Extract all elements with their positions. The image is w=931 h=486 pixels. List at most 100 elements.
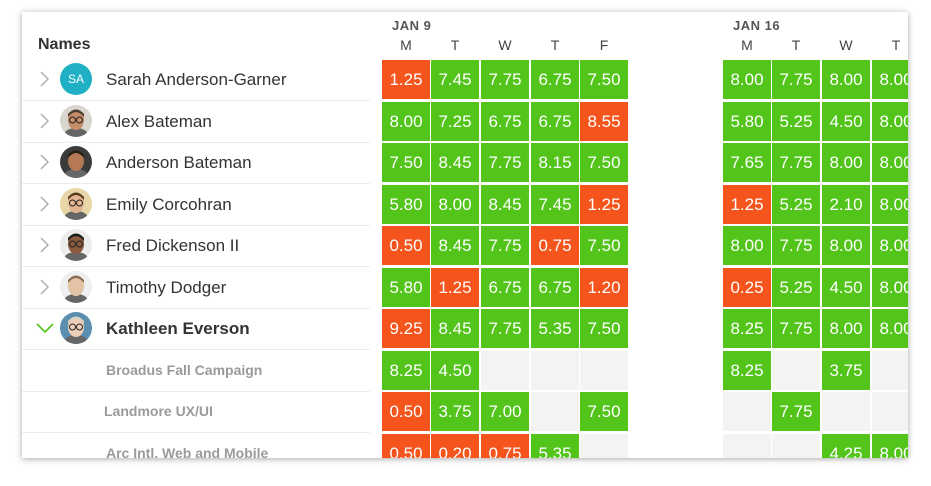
hours-cell[interactable]: 8.00 (872, 101, 908, 141)
hours-cell[interactable]: 4.25 (822, 433, 870, 458)
hours-cell[interactable]: 5.25 (772, 101, 820, 141)
hours-cell[interactable]: 1.25 (382, 60, 430, 99)
hours-cell[interactable]: 5.80 (382, 184, 430, 224)
hours-cell[interactable]: 8.00 (822, 60, 870, 99)
hours-cell[interactable]: 7.75 (772, 60, 820, 99)
hours-cell[interactable]: 8.00 (872, 143, 908, 182)
hours-cell[interactable]: 8.45 (431, 143, 479, 182)
project-name[interactable]: Arc Intl. Web and Mobile (106, 444, 269, 459)
hours-cell[interactable]: 7.75 (772, 309, 820, 348)
hours-cell[interactable]: 8.45 (481, 184, 529, 224)
avatar[interactable]: SA (60, 63, 92, 95)
empty-hours-cell[interactable] (772, 433, 820, 458)
person-name[interactable]: Kathleen Everson (106, 319, 250, 338)
hours-cell[interactable]: 3.75 (822, 350, 870, 390)
avatar[interactable] (60, 312, 92, 344)
empty-hours-cell[interactable] (822, 392, 870, 431)
person-name[interactable]: Fred Dickenson II (106, 236, 240, 255)
hours-cell[interactable]: 6.75 (481, 101, 529, 141)
chevron-right-icon[interactable] (36, 154, 52, 170)
hours-cell[interactable]: 7.50 (580, 309, 628, 348)
hours-cell[interactable]: 8.15 (531, 143, 579, 182)
empty-hours-cell[interactable] (723, 392, 771, 431)
person-row[interactable]: Kathleen Everson (22, 308, 370, 350)
hours-cell[interactable]: 8.45 (431, 226, 479, 265)
hours-cell[interactable]: 5.35 (531, 433, 579, 458)
hours-cell[interactable]: 7.25 (431, 101, 479, 141)
hours-cell[interactable]: 5.35 (531, 309, 579, 348)
hours-cell[interactable]: 5.25 (772, 267, 820, 307)
hours-cell[interactable]: 3.75 (431, 392, 479, 431)
hours-cell[interactable]: 1.25 (723, 184, 771, 224)
empty-hours-cell[interactable] (531, 350, 579, 390)
hours-cell[interactable]: 1.25 (580, 184, 628, 224)
hours-cell[interactable]: 7.75 (772, 143, 820, 182)
hours-cell[interactable]: 8.25 (382, 350, 430, 390)
person-row[interactable]: Anderson Bateman (22, 142, 370, 184)
hours-cell[interactable]: 0.75 (531, 226, 579, 265)
hours-cell[interactable]: 8.00 (822, 226, 870, 265)
hours-cell[interactable]: 7.45 (431, 60, 479, 99)
hours-cell[interactable]: 7.45 (531, 184, 579, 224)
hours-cell[interactable]: 8.00 (822, 309, 870, 348)
avatar[interactable] (60, 229, 92, 261)
project-name[interactable]: Broadus Fall Campaign (106, 361, 263, 378)
hours-cell[interactable]: 7.65 (723, 143, 771, 182)
person-name[interactable]: Alex Bateman (106, 111, 212, 131)
hours-cell[interactable]: 5.80 (723, 101, 771, 141)
hours-cell[interactable]: 7.50 (580, 226, 628, 265)
hours-cell[interactable]: 4.50 (431, 350, 479, 390)
hours-cell[interactable]: 1.25 (431, 267, 479, 307)
empty-hours-cell[interactable] (723, 433, 771, 458)
hours-cell[interactable]: 7.00 (481, 392, 529, 431)
hours-cell[interactable]: 6.75 (531, 60, 579, 99)
hours-cell[interactable]: 5.25 (772, 184, 820, 224)
empty-hours-cell[interactable] (580, 433, 628, 458)
project-row[interactable]: Arc Intl. Web and Mobile (22, 433, 370, 459)
chevron-down-icon[interactable] (36, 320, 54, 336)
chevron-right-icon[interactable] (36, 279, 52, 295)
hours-cell[interactable]: 7.75 (481, 60, 529, 99)
hours-cell[interactable]: 9.25 (382, 309, 430, 348)
hours-cell[interactable]: 0.75 (481, 433, 529, 458)
hours-cell[interactable]: 7.50 (382, 143, 430, 182)
project-row[interactable]: Broadus Fall Campaign (22, 350, 370, 392)
hours-cell[interactable]: 5.80 (382, 267, 430, 307)
person-name[interactable]: Timothy Dodger (106, 277, 227, 297)
person-row[interactable]: Emily Corcohran (22, 184, 370, 226)
empty-hours-cell[interactable] (772, 350, 820, 390)
person-row[interactable]: Timothy Dodger (22, 267, 370, 309)
hours-cell[interactable]: 0.50 (382, 433, 430, 458)
empty-hours-cell[interactable] (872, 350, 908, 390)
hours-cell[interactable]: 8.55 (580, 101, 628, 141)
avatar[interactable] (60, 187, 92, 220)
hours-cell[interactable]: 8.00 (723, 226, 771, 265)
hours-cell[interactable]: 8.00 (822, 143, 870, 182)
avatar[interactable] (60, 146, 92, 178)
project-row[interactable]: Landmore UX/UI (22, 391, 370, 433)
hours-cell[interactable]: 6.75 (531, 267, 579, 307)
hours-cell[interactable]: 7.75 (481, 143, 529, 182)
project-name[interactable]: Landmore UX/UI (104, 403, 213, 419)
hours-cell[interactable]: 7.75 (772, 392, 820, 431)
hours-cell[interactable]: 8.00 (431, 184, 479, 224)
chevron-right-icon[interactable] (36, 113, 52, 129)
hours-cell[interactable]: 8.00 (382, 101, 430, 141)
hours-cell[interactable]: 7.50 (580, 392, 628, 431)
hours-cell[interactable]: 2.10 (822, 184, 870, 224)
hours-cell[interactable]: 8.00 (872, 433, 908, 458)
empty-hours-cell[interactable] (580, 350, 628, 390)
hours-cell[interactable]: 8.00 (872, 267, 908, 307)
hours-cell[interactable]: 4.50 (822, 267, 870, 307)
hours-cell[interactable]: 8.25 (723, 309, 771, 348)
hours-cell[interactable]: 7.75 (481, 226, 529, 265)
avatar[interactable] (60, 104, 92, 137)
hours-cell[interactable]: 0.25 (723, 267, 771, 307)
empty-hours-cell[interactable] (872, 392, 908, 431)
empty-hours-cell[interactable] (531, 392, 579, 431)
person-row[interactable]: Alex Bateman (22, 101, 370, 143)
person-name[interactable]: Anderson Bateman (106, 153, 252, 172)
hours-cell[interactable]: 7.50 (580, 143, 628, 182)
avatar[interactable] (60, 270, 92, 303)
hours-cell[interactable]: 0.20 (431, 433, 479, 458)
